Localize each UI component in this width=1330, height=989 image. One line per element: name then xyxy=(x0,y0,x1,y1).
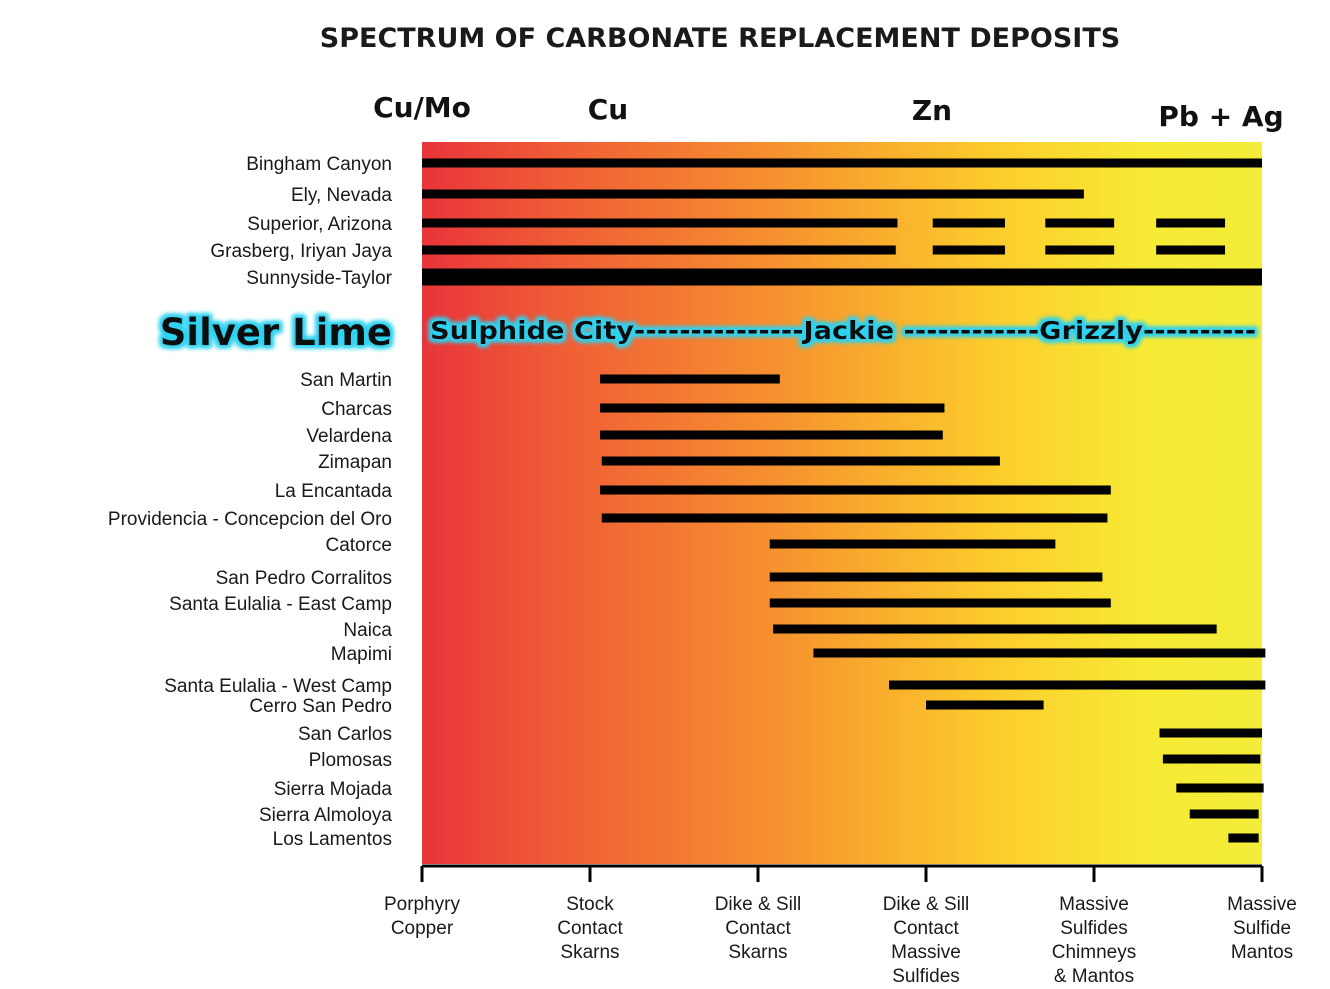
range-bar-grasberg-iriyan-jaya-3 xyxy=(1045,245,1115,255)
deposit-label-san-carlos: San Carlos xyxy=(298,724,392,745)
deposit-label-bingham-canyon: Bingham Canyon xyxy=(246,154,392,175)
range-bar-cerro-san-pedro-1 xyxy=(926,700,1044,710)
deposit-label-cerro-san-pedro: Cerro San Pedro xyxy=(249,696,392,717)
metal-label-cumo: Cu/Mo xyxy=(373,91,471,124)
range-bar-los-lamentos-1 xyxy=(1228,833,1259,843)
deposit-label-ely-nevada: Ely, Nevada xyxy=(291,185,392,206)
range-bar-naica-1 xyxy=(773,624,1217,634)
range-bar-providencia-concepcion-del-oro-1 xyxy=(601,513,1108,523)
range-bar-superior-arizona-3 xyxy=(1045,218,1115,228)
metal-label-cu: Cu xyxy=(588,93,628,126)
deposit-label-mapimi: Mapimi xyxy=(331,644,392,665)
deposit-label-san-martin: San Martin xyxy=(300,370,392,391)
x-category-label-6: Massive Sulfide Mantos xyxy=(1227,894,1297,963)
deposit-label-sunnyside-taylor: Sunnyside-Taylor xyxy=(246,268,392,289)
range-bar-mapimi-1 xyxy=(813,648,1266,658)
deposit-label-san-pedro-corralitos: San Pedro Corralitos xyxy=(216,568,392,589)
deposit-label-zimapan: Zimapan xyxy=(318,452,392,473)
range-bar-sunnyside-taylor-1 xyxy=(422,268,1262,286)
range-bar-sierra-mojada-1 xyxy=(1176,783,1264,793)
range-bar-bingham-canyon-1 xyxy=(422,158,1262,168)
range-bar-superior-arizona-2 xyxy=(932,218,1005,228)
range-bar-superior-arizona-4 xyxy=(1156,218,1226,228)
deposit-label-los-lamentos: Los Lamentos xyxy=(273,829,392,850)
x-category-label-5: Massive Sulfides Chimneys & Mantos xyxy=(1052,894,1136,987)
deposit-label-grasberg-iriyan-jaya: Grasberg, Iriyan Jaya xyxy=(210,241,392,262)
x-category-label-1: Porphyry Copper xyxy=(384,894,461,939)
silver-lime-properties: Sulphide City---------------Jackie -----… xyxy=(430,316,1256,345)
range-bar-grasberg-iriyan-jaya-2 xyxy=(932,245,1005,255)
deposit-label-plomosas: Plomosas xyxy=(309,750,392,771)
silver-lime-band: Silver Lime Sulphide City---------------… xyxy=(160,311,1256,354)
x-axis-ticks xyxy=(420,866,1264,882)
deposit-label-superior-arizona: Superior, Arizona xyxy=(247,214,392,235)
range-bar-zimapan-1 xyxy=(601,456,1000,466)
x-category-label-3: Dike & Sill Contact Skarns xyxy=(715,894,802,963)
range-bar-grasberg-iriyan-jaya-4 xyxy=(1156,245,1226,255)
plot-background xyxy=(422,142,1262,864)
range-bar-catorce-1 xyxy=(769,539,1056,549)
chart-title: SPECTRUM OF CARBONATE REPLACEMENT DEPOSI… xyxy=(320,23,1120,54)
bars-layer xyxy=(422,158,1266,843)
range-bar-santa-eulalia-west-camp-1 xyxy=(889,680,1266,690)
deposit-label-charcas: Charcas xyxy=(321,399,392,420)
deposit-label-santa-eulalia-east-camp: Santa Eulalia - East Camp xyxy=(169,594,392,615)
deposit-label-sierra-almoloya: Sierra Almoloya xyxy=(259,805,392,826)
range-bar-la-encantada-1 xyxy=(600,485,1111,495)
range-bar-ely-nevada-1 xyxy=(422,189,1084,199)
x-category-label-2: Stock Contact Skarns xyxy=(557,894,623,963)
metal-label-zn: Zn xyxy=(912,94,952,127)
range-bar-san-martin-1 xyxy=(600,374,780,384)
range-bar-superior-arizona-1 xyxy=(422,218,898,228)
x-axis-category-labels: Porphyry Copper Stock Contact Skarns Dike & S… xyxy=(384,894,1297,987)
deposit-label-velardena: Velardena xyxy=(306,426,392,447)
silver-lime-label: Silver Lime xyxy=(160,311,392,354)
deposit-label-providencia-concepcion-del-oro: Providencia - Concepcion del Oro xyxy=(108,509,392,530)
deposit-label-naica: Naica xyxy=(343,620,392,641)
metal-label-pbag: Pb + Ag xyxy=(1158,100,1283,133)
deposit-labels: Bingham Canyon Ely, Nevada Superior, Arizo… xyxy=(108,154,393,850)
range-bar-santa-eulalia-east-camp-1 xyxy=(769,598,1111,608)
deposit-label-santa-eulalia-west-camp: Santa Eulalia - West Camp xyxy=(164,676,392,697)
range-bar-plomosas-1 xyxy=(1162,754,1261,764)
range-bar-san-pedro-corralitos-1 xyxy=(769,572,1103,582)
metal-label-box xyxy=(1150,92,1290,142)
x-category-label-4: Dike & Sill Contact Massive Sulfides xyxy=(883,894,970,987)
range-bar-velardena-1 xyxy=(600,430,943,440)
range-bar-sierra-almoloya-1 xyxy=(1189,809,1259,819)
deposit-label-sierra-mojada: Sierra Mojada xyxy=(274,779,393,800)
range-bar-charcas-1 xyxy=(600,403,945,413)
range-bar-san-carlos-1 xyxy=(1159,728,1262,738)
deposit-label-la-encantada: La Encantada xyxy=(275,481,393,502)
deposit-label-catorce: Catorce xyxy=(325,535,392,556)
range-bar-grasberg-iriyan-jaya-1 xyxy=(422,245,896,255)
